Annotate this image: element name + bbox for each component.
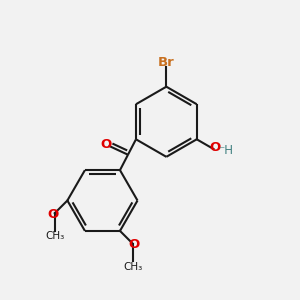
Text: ⁻H: ⁻H	[218, 144, 233, 157]
Text: O: O	[100, 138, 111, 151]
Text: O: O	[129, 238, 140, 251]
Text: CH₃: CH₃	[123, 262, 142, 272]
Text: O: O	[209, 141, 220, 154]
Text: O: O	[47, 208, 58, 220]
Text: CH₃: CH₃	[45, 231, 64, 241]
Text: Br: Br	[158, 56, 175, 69]
